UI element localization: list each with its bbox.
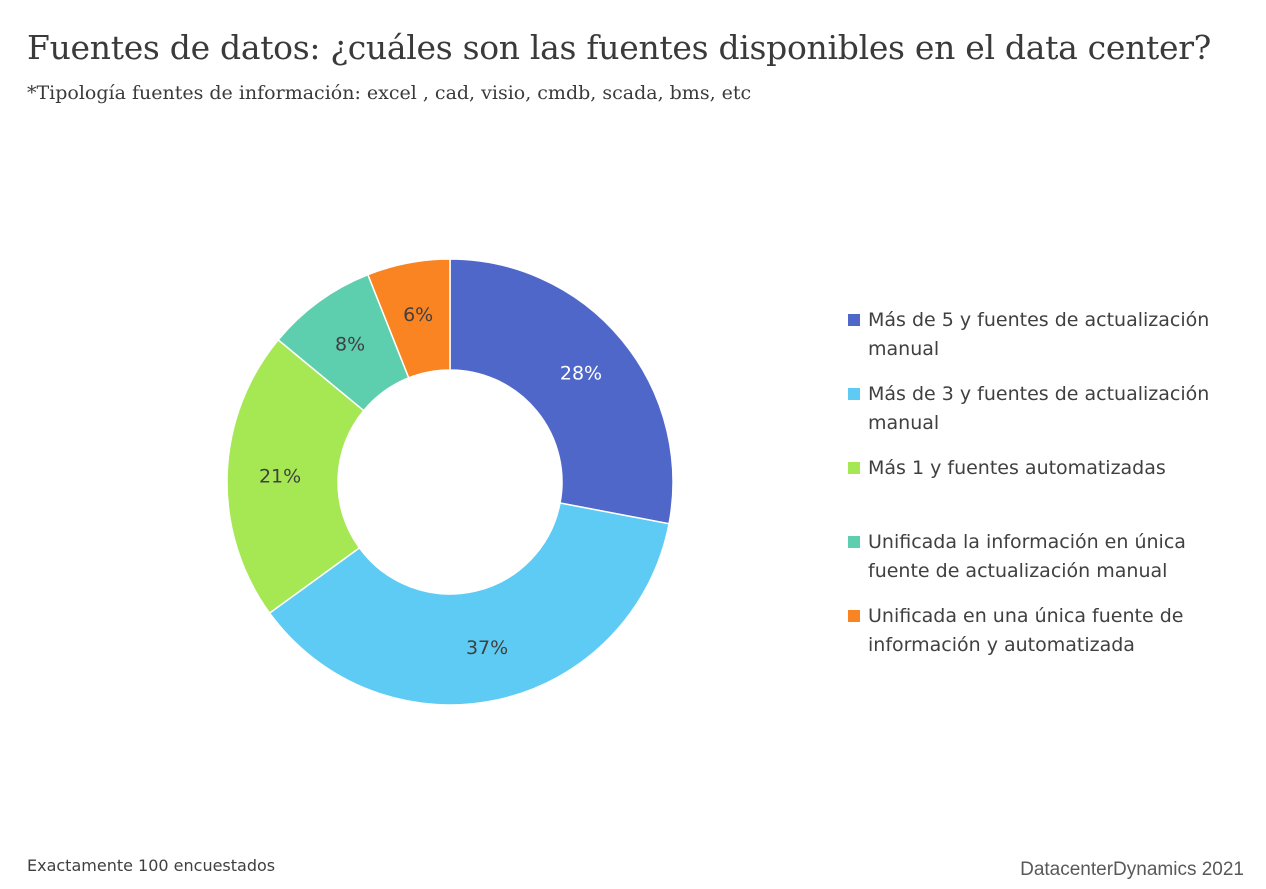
chart-subtitle: *Tipología fuentes de información: excel… (27, 82, 752, 104)
legend-swatch-2 (848, 388, 860, 400)
legend-swatch-5 (848, 610, 860, 622)
legend-label-5: Unificada en una única fuente de informa… (868, 605, 1184, 656)
legend-swatch-1 (848, 314, 860, 326)
chart-legend: Más de 5 y fuentes de actualización manu… (848, 306, 1228, 676)
slice-label-3: 21% (259, 466, 301, 488)
legend-item-1: Más de 5 y fuentes de actualización manu… (848, 306, 1228, 380)
slice-label-4: 8% (335, 333, 365, 355)
legend-item-4: Unificada la información en única fuente… (848, 528, 1228, 602)
source-credit: DatacenterDynamics 2021 (1020, 859, 1244, 880)
legend-label-2: Más de 3 y fuentes de actualización manu… (868, 383, 1210, 434)
legend-item-5: Unificada en una única fuente de informa… (848, 602, 1228, 676)
legend-label-1: Más de 5 y fuentes de actualización manu… (868, 309, 1210, 360)
slice-label-5: 6% (403, 304, 433, 326)
legend-label-3: Más 1 y fuentes automatizadas (868, 457, 1166, 479)
chart-title: Fuentes de datos: ¿cuáles son las fuente… (27, 28, 1212, 67)
slice-label-1: 28% (560, 363, 602, 385)
donut-slice-3 (226, 338, 365, 615)
donut-slice-1 (449, 258, 674, 525)
legend-item-3: Más 1 y fuentes automatizadas (848, 454, 1228, 528)
slice-label-2: 37% (466, 637, 508, 659)
legend-swatch-4 (848, 536, 860, 548)
donut-slice-5 (366, 258, 451, 379)
respondents-footnote: Exactamente 100 encuestados (27, 856, 276, 875)
legend-item-2: Más de 3 y fuentes de actualización manu… (848, 380, 1228, 454)
donut-slice-2 (268, 502, 670, 706)
legend-label-4: Unificada la información en única fuente… (868, 531, 1186, 582)
legend-swatch-3 (848, 462, 860, 474)
